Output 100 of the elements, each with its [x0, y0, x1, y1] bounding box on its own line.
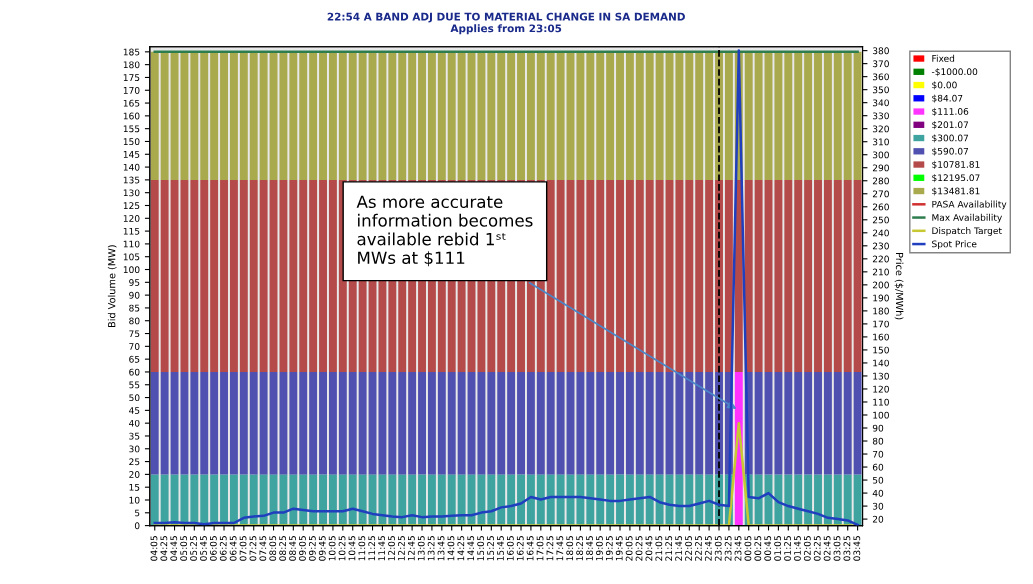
bar: [655, 51, 664, 180]
x-tick-label: 17:25: [546, 536, 554, 561]
y2-tick-label: 230: [872, 242, 889, 250]
legend-label: $12195.07: [932, 174, 980, 183]
x-tick-label: 11:25: [368, 536, 376, 561]
y-tick-label: 40: [129, 419, 140, 427]
bar: [804, 179, 813, 372]
y-tick-label: 150: [123, 138, 140, 146]
x-tick-label: 17:05: [536, 536, 544, 561]
bar: [536, 474, 545, 526]
bar: [576, 51, 585, 180]
bar: [606, 179, 615, 372]
bar: [625, 474, 634, 526]
legend-label: Max Availability: [932, 213, 1002, 223]
legend-label: Dispatch Target: [932, 227, 1002, 236]
bar: [328, 371, 337, 475]
bar: [655, 474, 664, 526]
bar: [655, 179, 664, 372]
bar: [279, 371, 288, 475]
bar: [328, 179, 337, 372]
y2-tick-label: 190: [873, 294, 889, 302]
x-tick-label: 05:05: [180, 536, 188, 561]
bar: [823, 179, 832, 372]
chart-title: 22:54 A BAND ADJ DUE TO MATERIAL CHANGE IN SA DEMAND: [327, 12, 685, 23]
chart-subtitle: Applies from 23:05: [450, 24, 562, 35]
bar: [180, 371, 189, 475]
bar: [556, 474, 565, 526]
y2-tick-label: 80: [872, 437, 884, 445]
y2-tick-label: 40: [872, 489, 884, 497]
x-tick-label: 22:05: [685, 536, 692, 561]
bar: [705, 179, 714, 372]
x-tick-label: 20:45: [645, 536, 653, 561]
y2-tick-label: 310: [872, 138, 889, 146]
bar: [398, 51, 407, 180]
x-tick-label: 21:05: [655, 536, 663, 561]
y-tick-label: 115: [123, 227, 140, 235]
x-tick-label: 01:25: [784, 536, 791, 561]
bar: [586, 179, 595, 372]
bar: [556, 179, 565, 372]
bar: [487, 51, 496, 180]
bar: [804, 474, 813, 526]
bar: [249, 51, 258, 180]
bar: [596, 371, 605, 475]
x-tick-label: 15:25: [487, 536, 494, 561]
bar: [299, 474, 308, 526]
bar: [358, 51, 367, 180]
bar: [437, 51, 446, 180]
legend-label: $300.07: [932, 134, 969, 143]
y-tick-label: 130: [123, 189, 140, 197]
bar: [200, 474, 209, 526]
bar: [487, 474, 496, 526]
bar: [794, 51, 803, 180]
bar: [338, 371, 347, 475]
y2-tick-label: 160: [873, 333, 889, 341]
x-tick-label: 09:05: [299, 536, 306, 561]
bar: [616, 474, 624, 526]
bar: [497, 474, 506, 526]
bar: [675, 51, 684, 180]
bar: [546, 371, 555, 475]
y-axis-title: Bid Volume (MW): [107, 245, 117, 327]
bar: [774, 371, 783, 475]
bar: [823, 474, 832, 526]
bar: [408, 51, 417, 180]
x-tick-label: 19:25: [605, 536, 613, 561]
bar: [804, 51, 813, 180]
bar: [239, 51, 248, 180]
bar: [497, 51, 506, 180]
bar: [299, 51, 308, 180]
bar: [418, 371, 426, 475]
x-tick-label: 20:25: [635, 536, 643, 561]
bar: [616, 371, 624, 475]
bar: [695, 51, 704, 180]
y-tick-label: 80: [129, 317, 140, 325]
bar: [418, 51, 426, 180]
bar: [388, 371, 397, 475]
bar: [348, 371, 357, 475]
bar: [586, 371, 595, 475]
bar: [289, 371, 298, 475]
x-tick-label: 18:05: [566, 536, 574, 561]
y2-tick-label: 130: [873, 372, 889, 380]
y2-tick-label: 250: [872, 216, 889, 224]
x-tick-label: 21:25: [665, 536, 673, 561]
x-tick-label: 06:05: [209, 536, 217, 561]
x-tick-label: 15:05: [477, 536, 485, 561]
bar: [576, 371, 585, 475]
bar: [814, 51, 822, 180]
bar: [586, 474, 595, 526]
bar: [794, 371, 803, 475]
bar: [210, 51, 219, 180]
bar: [338, 474, 347, 526]
bar: [517, 371, 525, 475]
y2-tick-label: 210: [872, 268, 889, 276]
x-tick-label: 02:45: [823, 536, 831, 561]
bar: [210, 179, 219, 372]
bar: [447, 474, 456, 526]
bar: [408, 371, 417, 475]
y2-tick-label: 110: [873, 398, 889, 406]
bar: [229, 371, 238, 475]
x-tick-label: 00:25: [754, 536, 762, 561]
x-tick-label: 00:05: [744, 536, 752, 561]
